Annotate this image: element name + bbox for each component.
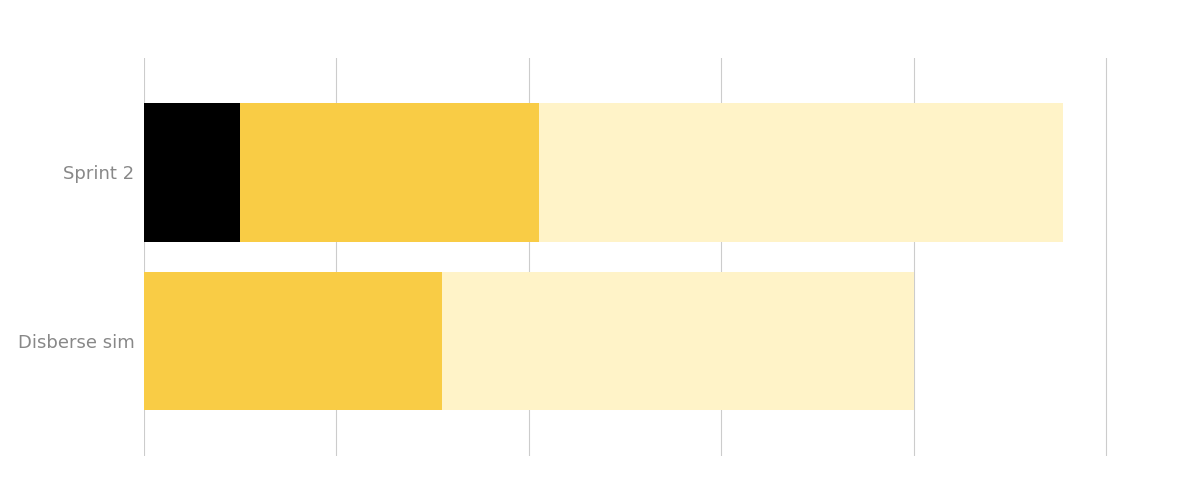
Bar (144, 103, 240, 241)
Bar (539, 103, 1063, 241)
Legend: Min, Avg, Max: Min, Avg, Max (547, 0, 761, 5)
Bar (240, 103, 539, 241)
Bar (443, 272, 914, 410)
Bar (144, 272, 443, 410)
